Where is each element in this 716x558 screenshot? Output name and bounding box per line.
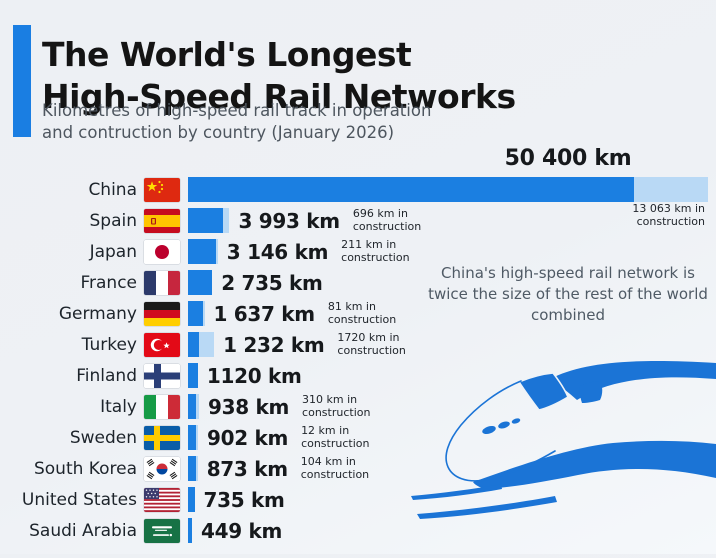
- flag-germany-icon: [144, 301, 180, 326]
- bar-operation-south-korea: [188, 456, 196, 481]
- chart-row-italy: Italy 938 km 310 km in construction: [0, 391, 716, 422]
- country-label-germany: Germany: [58, 303, 137, 324]
- country-label-italy: Italy: [100, 396, 137, 417]
- operation-value-spain: 3 993 km: [238, 208, 340, 233]
- page-subtitle: Kilometres of high-speed rail track in o…: [42, 100, 431, 144]
- chart-row-united-states: United States 735 km: [0, 484, 716, 515]
- bar-construction-italy: [196, 394, 199, 419]
- high-speed-train-illustration: [403, 346, 716, 554]
- title-line-1: The World's Longest: [42, 35, 412, 75]
- bar-construction-spain: [223, 208, 230, 233]
- bar-operation-turkey: [188, 332, 199, 357]
- country-label-france: France: [80, 272, 137, 293]
- operation-value-italy: 938 km: [207, 394, 290, 419]
- chart-row-japan: Japan 3 146 km 211 km in construction: [0, 236, 716, 267]
- country-label-south-korea: South Korea: [33, 458, 137, 479]
- subtitle-line-1: Kilometres of high-speed rail track in o…: [42, 101, 432, 120]
- country-label-turkey: Turkey: [81, 334, 137, 355]
- bar-operation-germany: [188, 301, 203, 326]
- operation-value-turkey: 1 232 km: [223, 332, 325, 357]
- bar-construction-germany: [202, 301, 205, 326]
- bar-operation-finland: [188, 363, 198, 388]
- operation-value-sweden: 902 km: [207, 425, 289, 450]
- country-label-sweden: Sweden: [69, 427, 137, 448]
- flag-spain-icon: [144, 208, 180, 233]
- flag-turkey-icon: [144, 332, 180, 357]
- chart-row-sweden: Sweden 902 km 12 km in construction: [0, 422, 716, 453]
- bar-construction-south-korea: [195, 456, 198, 481]
- flag-sweden-icon: [144, 425, 180, 450]
- country-label-united-states: United States: [21, 489, 137, 510]
- chart-row-spain: Spain 3 993 km 696 km in construction: [0, 205, 716, 236]
- chart-row-turkey: Turkey 1 232 km 1720 km in construction: [0, 329, 716, 360]
- chart-row-china: China: [0, 174, 716, 205]
- operation-value-saudi-arabia: 449 km: [201, 518, 283, 543]
- construction-note-south-korea: 104 km in construction: [300, 455, 370, 481]
- operation-value-japan: 3 146 km: [226, 239, 329, 264]
- china-operation-value: 50 400 km: [504, 146, 632, 171]
- subtitle-line-2: and contruction by country (January 2026…: [42, 123, 395, 142]
- operation-value-south-korea: 873 km: [206, 456, 288, 481]
- construction-note-germany: 81 km in construction: [327, 300, 397, 326]
- flag-italy-icon: [144, 394, 180, 419]
- construction-note-turkey: 1720 km in construction: [337, 331, 406, 357]
- bar-operation-china: [188, 177, 634, 202]
- flag-south-korea-icon: [144, 456, 180, 481]
- bar-construction-japan: [215, 239, 218, 264]
- country-label-finland: Finland: [76, 365, 137, 386]
- chart-row-germany: Germany 1 637 km 81 km in construction: [0, 298, 716, 329]
- bar-operation-italy: [188, 394, 197, 419]
- bar-chart: China Spain 3 993 km 696 km in construction…: [0, 174, 716, 546]
- china-annotation: China's high-speed rail network is twice…: [428, 264, 708, 324]
- china-construction-note: 13 063 km in construction: [632, 202, 705, 228]
- flag-china-icon: [144, 177, 180, 202]
- bar-operation-france: [188, 270, 213, 295]
- bar-operation-saudi-arabia: [188, 518, 192, 543]
- chart-row-south-korea: South Korea 873 km 104 km in construction: [0, 453, 716, 484]
- operation-value-france: 2 735 km: [221, 270, 323, 295]
- title-accent-bar: [13, 25, 31, 137]
- construction-note-spain: 696 km in construction: [352, 207, 422, 233]
- flag-finland-icon: [144, 363, 180, 388]
- operation-value-united-states: 735 km: [203, 487, 285, 512]
- bar-operation-united-states: [188, 487, 195, 512]
- construction-note-sweden: 12 km in construction: [301, 424, 370, 450]
- train-icon: [411, 360, 716, 519]
- title-line-2: High-Speed Rail Networks: [42, 77, 516, 117]
- bar-construction-sweden: [196, 425, 198, 450]
- construction-note-japan: 211 km in construction: [341, 238, 410, 264]
- chart-row-saudi-arabia: Saudi Arabia 449 km: [0, 515, 716, 546]
- bar-operation-sweden: [188, 425, 196, 450]
- country-label-saudi-arabia: Saudi Arabia: [29, 520, 137, 541]
- country-label-spain: Spain: [89, 210, 138, 231]
- bar-operation-spain: [188, 208, 224, 233]
- construction-note-italy: 310 km in construction: [302, 393, 371, 419]
- operation-value-finland: 1120 km: [206, 363, 302, 388]
- page-title: The World's Longest High-Speed Rail Netwo…: [42, 34, 516, 118]
- bar-operation-japan: [188, 239, 216, 264]
- flag-france-icon: [144, 270, 180, 295]
- flag-japan-icon: [144, 239, 180, 264]
- operation-value-germany: 1 637 km: [213, 301, 316, 326]
- chart-row-france: France 2 735 km: [0, 267, 716, 298]
- flag-united-states-icon: [144, 487, 180, 512]
- country-label-japan: Japan: [89, 241, 137, 262]
- bar-construction-turkey: [198, 332, 215, 357]
- country-label-china: China: [88, 179, 137, 200]
- bar-construction-china: [634, 177, 708, 202]
- flag-saudi-arabia-icon: [144, 518, 180, 543]
- chart-row-finland: Finland 1120 km: [0, 360, 716, 391]
